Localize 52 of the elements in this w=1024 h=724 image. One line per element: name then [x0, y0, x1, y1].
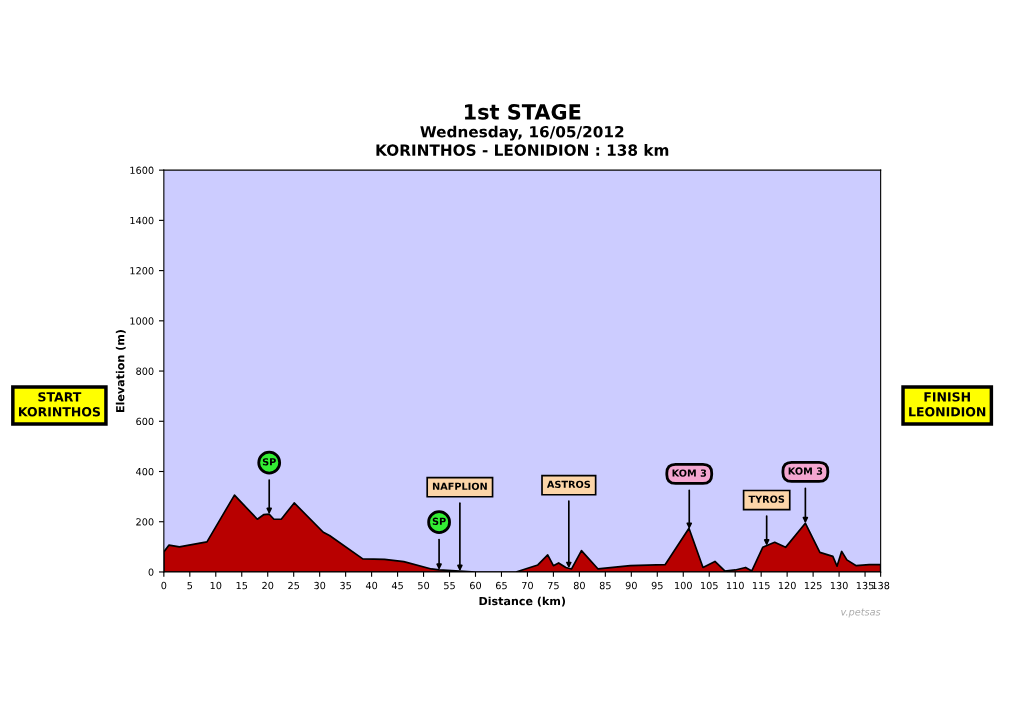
x-tick-label: 0	[161, 581, 167, 590]
x-tick-label: 40	[365, 581, 378, 590]
x-tick-label: 85	[599, 581, 611, 590]
annotation: SP	[262, 458, 276, 466]
y-tick-label: 1200	[130, 267, 154, 275]
x-tick-label: 15	[236, 581, 248, 590]
annotation: NAFPLION	[432, 482, 487, 490]
x-tick-label: 70	[522, 581, 533, 590]
x-tick-label: 138	[872, 581, 890, 590]
annotation: SP	[432, 517, 446, 525]
x-tick-label: 95	[651, 581, 663, 590]
x-tick-label: 45	[391, 581, 403, 590]
x-tick-label: 120	[778, 581, 796, 590]
y-tick-label: 1600	[130, 166, 154, 174]
x-tick-label: 35	[340, 581, 351, 590]
x-tick-label: 75	[548, 581, 559, 590]
x-tick-label: 10	[210, 581, 222, 590]
y-tick-label: 800	[136, 367, 154, 375]
x-tick-label: 60	[469, 581, 482, 590]
x-tick-label: 50	[418, 581, 430, 590]
x-tick-label: 110	[726, 581, 744, 590]
x-tick-label: 30	[314, 581, 326, 590]
y-tick-label: 200	[136, 518, 154, 526]
annotation: KOM 3	[788, 467, 823, 475]
y-tick-label: 400	[136, 467, 154, 476]
y-tick-label: 1400	[130, 216, 154, 225]
annotation: TYROS	[748, 495, 785, 503]
x-tick-label: 135	[856, 581, 874, 590]
x-axis-title: Distance (km)	[479, 596, 566, 607]
x-tick-label: 130	[830, 581, 848, 590]
y-axis-title: Elevation (m)	[115, 330, 126, 412]
x-tick-label: 65	[495, 581, 507, 590]
x-tick-label: 20	[262, 581, 274, 590]
text: FINISH LEONIDION	[909, 392, 986, 417]
y-tick-label: 0	[148, 568, 154, 576]
x-tick-label: 80	[573, 581, 585, 590]
x-tick-label: 105	[701, 581, 718, 590]
x-tick-label: 25	[288, 581, 300, 590]
chart-subtitle: Wednesday, 16/05/2012 KORINTHOS - LEONIDION : 138 km	[376, 125, 669, 156]
text: START KORINTHOS	[18, 392, 101, 417]
y-tick-label: 600	[136, 417, 154, 426]
x-tick-label: 125	[804, 581, 822, 590]
y-tick-label: 1000	[130, 317, 154, 325]
x-tick-label: 55	[444, 581, 455, 590]
annotation: ASTROS	[546, 480, 591, 488]
annotation: KOM 3	[672, 469, 707, 477]
x-tick-label: 90	[625, 581, 637, 590]
x-tick-label: 115	[752, 581, 770, 590]
x-tick-label: 5	[187, 581, 193, 590]
x-tick-label: 100	[675, 581, 692, 590]
text: v.petsas	[841, 608, 881, 618]
chart-title: 1st STAGE	[465, 104, 581, 120]
